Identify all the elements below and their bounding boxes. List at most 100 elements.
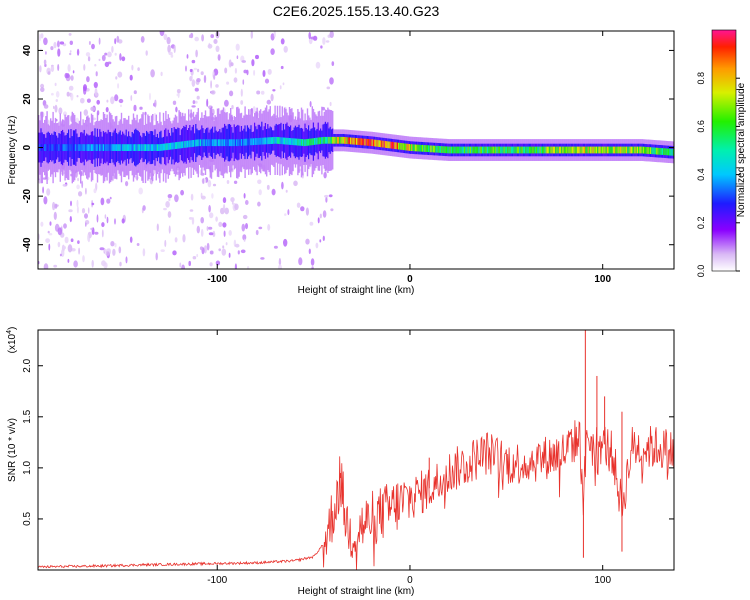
spectrogram-noise-blob xyxy=(104,214,107,219)
spectrogram-ridge-core xyxy=(378,140,381,147)
spectrogram-ridge-core xyxy=(653,147,655,155)
spectrogram-noise-blob xyxy=(310,36,316,40)
spectrogram-noise-blob xyxy=(186,54,189,59)
spectrogram-noise-blob xyxy=(69,52,72,56)
spectrogram-noise-blob xyxy=(76,199,79,208)
spectrogram-ridge-core xyxy=(612,146,615,154)
spectrogram-noise-blob xyxy=(215,45,220,52)
spectrogram-noise-blob xyxy=(43,59,47,65)
spectrogram-noise-blob xyxy=(70,200,72,207)
spectrogram-ridge-core xyxy=(548,146,550,154)
spectrogram-ridge-core xyxy=(221,139,223,147)
spectrogram-ridge-core xyxy=(497,146,499,154)
spectrogram-ridge-core xyxy=(506,146,508,154)
spectrogram-noise-blob xyxy=(260,257,265,260)
spectrogram-ridge-core xyxy=(376,139,378,147)
spectrogram-ridge-core xyxy=(350,137,352,145)
spectrogram-ridge-core xyxy=(544,146,546,154)
spectrogram-noise-blob xyxy=(223,230,226,237)
spectrogram-ridge-core xyxy=(628,146,630,154)
spectrogram-noise-blob xyxy=(106,198,111,204)
spectrogram-ridge-core xyxy=(281,137,283,145)
spectrogram-noise-blob xyxy=(133,90,137,95)
spectrogram-ridge-core xyxy=(578,146,580,154)
spectrogram-noise-blob xyxy=(193,67,198,71)
colorbar-tick-label: 0.0 xyxy=(696,265,706,278)
spectrogram-ridge-core xyxy=(647,147,649,154)
spectrogram-ridge-core xyxy=(232,139,234,147)
spectrogram-noise-blob xyxy=(189,209,194,212)
spectrogram-noise-blob xyxy=(81,208,86,214)
spectrogram-noise-blob xyxy=(267,224,271,231)
spectrogram-ridge-core xyxy=(614,146,616,154)
spectrogram-ridge-core xyxy=(137,144,139,151)
spectrogram-noise-blob xyxy=(242,79,245,85)
spectrogram-ridge-core xyxy=(335,136,337,144)
spectrogram-ridge-core xyxy=(398,142,400,150)
spectrogram-ridge-core xyxy=(515,146,517,154)
spectrogram-noise-blob xyxy=(209,262,213,267)
spectrogram-noise-blob xyxy=(203,245,207,254)
spectrogram-ridge-core xyxy=(113,144,115,151)
spectrogram-ridge-core xyxy=(560,146,562,154)
spectrogram-ridge-core xyxy=(332,136,334,144)
spectrogram-ridge-core xyxy=(424,145,426,152)
spectrogram-ridge-core xyxy=(148,144,150,151)
spectrogram-ridge-core xyxy=(573,146,575,154)
spectrogram-ylabel: Frequency (Hz) xyxy=(7,116,18,185)
spectrogram-ridge-core xyxy=(308,138,310,146)
spectrogram-ridge-core xyxy=(570,146,573,154)
spectrogram-ridge-core xyxy=(135,144,137,151)
spectrogram-noise-blob xyxy=(77,240,80,245)
spectrogram-ridge-core xyxy=(305,139,307,146)
spectrogram-noise-blob xyxy=(208,232,214,236)
spectrogram-ridge-core xyxy=(627,146,629,154)
spectrogram-noise-blob xyxy=(114,52,117,56)
spectrogram-ridge-core xyxy=(519,146,521,154)
spectrogram-ridge-core xyxy=(658,147,660,155)
spectrogram-ridge-core xyxy=(316,137,318,145)
spectrogram-ridge-core xyxy=(353,137,355,145)
spectrogram-noise-blob xyxy=(164,239,167,248)
spectrogram-ridge-core xyxy=(128,144,130,151)
spectrogram-ridge-core xyxy=(467,146,469,154)
spectrogram-ridge-core xyxy=(428,145,430,153)
spectrogram-noise-blob xyxy=(70,75,74,81)
spectrogram-ridge-core xyxy=(263,137,265,145)
spectrogram-noise-blob xyxy=(209,212,214,219)
spectrogram-ridge-core xyxy=(213,139,215,147)
spectrogram-ridge-core xyxy=(387,141,389,149)
spectrogram-ridge-core xyxy=(174,142,177,149)
spectrogram-ridge-core xyxy=(71,144,73,151)
spectrogram-ridge-core xyxy=(388,141,390,149)
spectrogram-ridge-core xyxy=(292,138,294,146)
spectrogram-noise-blob xyxy=(190,75,193,80)
spectrogram-noise-blob xyxy=(329,101,332,107)
spectrogram-noise-blob xyxy=(271,188,276,196)
spectrogram-ridge-core xyxy=(84,144,87,151)
spectrogram-ridge-core xyxy=(449,146,451,154)
spectrogram-ridge-core xyxy=(666,148,669,156)
spectrogram-noise-blob xyxy=(140,36,145,43)
spectrogram-ridge-core xyxy=(336,136,339,144)
spectrogram-ridge-core xyxy=(101,144,103,151)
spectrogram-ridge-core xyxy=(422,144,424,152)
spectrogram-ridge-core xyxy=(652,147,654,155)
spectrogram-noise-blob xyxy=(69,50,72,53)
spectrogram-ridge-core xyxy=(518,146,520,154)
spectrogram-noise-blob xyxy=(196,253,199,258)
spectrogram-noise-blob xyxy=(163,33,168,41)
spectrogram-ridge-core xyxy=(566,146,568,154)
spectrogram-ridge-core xyxy=(633,146,635,154)
spectrogram-noise-blob xyxy=(240,100,244,105)
spectrogram-noise-blob xyxy=(270,33,275,41)
spectrogram-ridge-core xyxy=(284,137,286,145)
spectrogram-ridge-core xyxy=(590,146,592,154)
spectrogram-ridge-core xyxy=(552,146,555,154)
spectrogram-ridge-core xyxy=(657,147,659,155)
spectrogram-ridge-core xyxy=(386,141,388,148)
spectrogram-noise-blob xyxy=(51,92,54,96)
spectrogram-ridge-core xyxy=(618,146,621,154)
spectrogram-noise-blob xyxy=(114,218,116,225)
spectrogram-ridge-core xyxy=(76,144,78,151)
